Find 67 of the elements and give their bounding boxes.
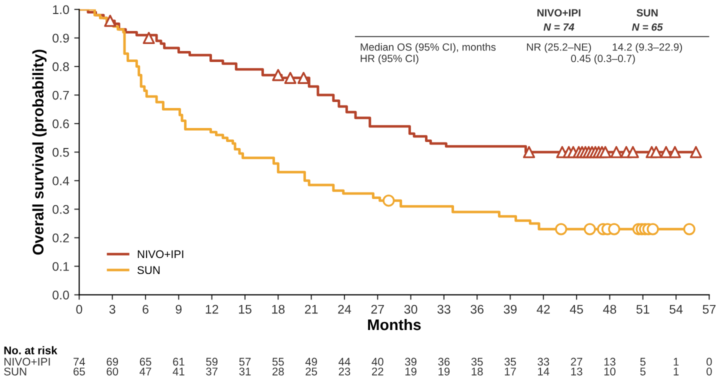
y-tick-label: 0.0 (52, 290, 69, 300)
point (608, 223, 620, 236)
point (650, 146, 662, 158)
point (284, 72, 296, 84)
x-tick-label: 48 (603, 304, 616, 314)
annotation: N = 74 (544, 24, 574, 31)
point (646, 223, 659, 236)
point (555, 223, 568, 236)
y-tick-label: 0.4 (52, 176, 70, 186)
point (382, 194, 395, 207)
annotation: HR (95% CI) (360, 54, 418, 64)
x-tick-label: 57 (702, 304, 716, 314)
x-tick-label: 27 (371, 304, 384, 314)
x-axis-title: Months (368, 318, 421, 330)
point (683, 223, 696, 236)
point (690, 146, 702, 158)
y-tick-label: 0.5 (52, 148, 69, 157)
y-tick-label: 1.0 (53, 5, 69, 14)
point (660, 146, 672, 158)
point (610, 146, 622, 158)
y-tick-label: 0.3 (52, 205, 69, 214)
text: 65 60 47 41 37 31 28 25 23 22 19 19 18 17 14 13 10 5 1 0 (74, 368, 712, 376)
y-tick-label: 0.9 (52, 34, 69, 43)
y-tick-label: 0.6 (52, 119, 69, 128)
x-tick-label: 24 (338, 304, 352, 314)
point (104, 14, 116, 27)
point (522, 146, 536, 158)
legend-label: NIVO+IPI (138, 250, 184, 258)
x-tick-label: 0 (76, 304, 82, 314)
y-tick-label: 0.7 (52, 90, 69, 100)
x-tick-label: 6 (142, 304, 148, 314)
point (668, 146, 681, 158)
annotation: NIVO+IPI (537, 9, 580, 16)
annotation: NR (25.2–NE) (527, 43, 591, 53)
x-tick-label: 15 (238, 304, 252, 314)
text: NIVO+IPI (4, 358, 50, 366)
y-tick-label: 0.8 (52, 62, 69, 72)
x-tick-label: 42 (536, 304, 550, 314)
x-tick-label: 33 (437, 304, 450, 314)
x-tick-label: 36 (470, 304, 484, 314)
point (599, 146, 612, 158)
text: 74 69 65 61 59 57 55 49 44 40 39 36 35 35 33 27 13 5 1 0 (74, 358, 712, 366)
y-tick-label: 0.2 (52, 234, 69, 242)
x-tick-label: 12 (206, 304, 218, 314)
annotation: SUN (636, 9, 658, 16)
text: SUN (4, 368, 26, 376)
x-tick-label: 54 (670, 304, 683, 314)
x-tick-label: 45 (570, 304, 583, 314)
point (142, 32, 155, 44)
annotation: 14.2 (9.3–22.9) (612, 43, 682, 53)
legend-label: SUN (137, 266, 160, 274)
annotation: Median OS (95% CI), months (360, 43, 496, 53)
annotation: N = 65 (632, 23, 663, 31)
x-tick-label: 9 (176, 304, 182, 314)
y-axis-title: Overall survival (probability) (32, 50, 47, 255)
x-tick-label: 51 (636, 304, 650, 314)
x-tick-label: 21 (304, 304, 318, 314)
point (584, 223, 596, 236)
x-tick-label: 3 (109, 304, 116, 314)
x-tick-label: 18 (272, 304, 285, 314)
point (626, 146, 639, 158)
y-tick-label: 0.1 (52, 262, 69, 271)
x-tick-label: 39 (504, 304, 517, 314)
text: No. at risk (4, 346, 58, 354)
point (272, 69, 284, 82)
x-tick-label: 30 (404, 304, 418, 314)
annotation: 0.45 (0.3–0.7) (571, 54, 635, 64)
